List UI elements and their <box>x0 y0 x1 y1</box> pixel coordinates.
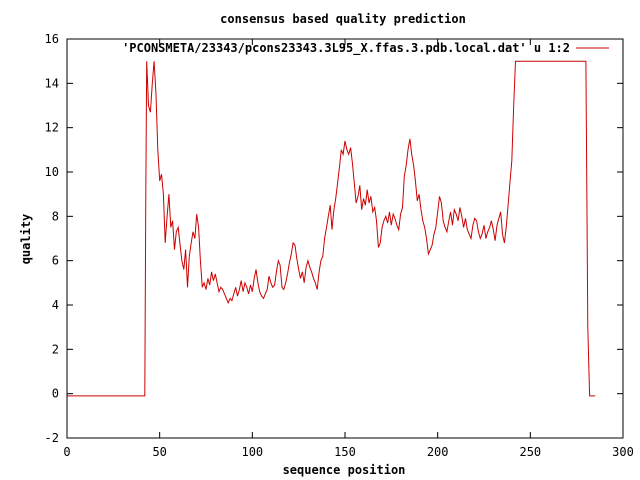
x-tick-label: 0 <box>63 445 70 459</box>
y-tick-label: 8 <box>52 209 59 223</box>
plot-frame <box>66 38 624 439</box>
y-tick-label: 0 <box>52 387 59 401</box>
y-tick-label: 4 <box>52 298 59 312</box>
y-tick-label: -2 <box>45 431 59 445</box>
x-axis-label: sequence position <box>283 463 406 477</box>
chart-title: consensus based quality prediction <box>220 12 466 26</box>
y-tick-label: 6 <box>52 254 59 268</box>
x-tick-label: 200 <box>427 445 449 459</box>
series-layer <box>67 60 596 397</box>
y-axis-label: quality <box>19 214 33 265</box>
x-tick-label: 100 <box>241 445 263 459</box>
x-tick-label: 300 <box>612 445 634 459</box>
axis-ticks: -2 0 2 4 6 8 10 12 14 16 0 50 100 150 200 250 300 <box>45 32 634 459</box>
legend-label: 'PCONSMETA/23343/pcons23343.3L95_X.ffas.… <box>122 41 570 56</box>
x-tick-label: 50 <box>152 445 166 459</box>
x-tick-label: 150 <box>334 445 356 459</box>
y-tick-label: 10 <box>45 165 59 179</box>
legend: 'PCONSMETA/23343/pcons23343.3L95_X.ffas.… <box>122 41 609 56</box>
y-tick-label: 14 <box>45 76 59 90</box>
y-tick-label: 12 <box>45 121 59 135</box>
x-tick-label: 250 <box>519 445 541 459</box>
y-tick-label: 16 <box>45 32 59 46</box>
series-line-0 <box>67 60 596 397</box>
y-tick-label: 2 <box>52 342 59 356</box>
